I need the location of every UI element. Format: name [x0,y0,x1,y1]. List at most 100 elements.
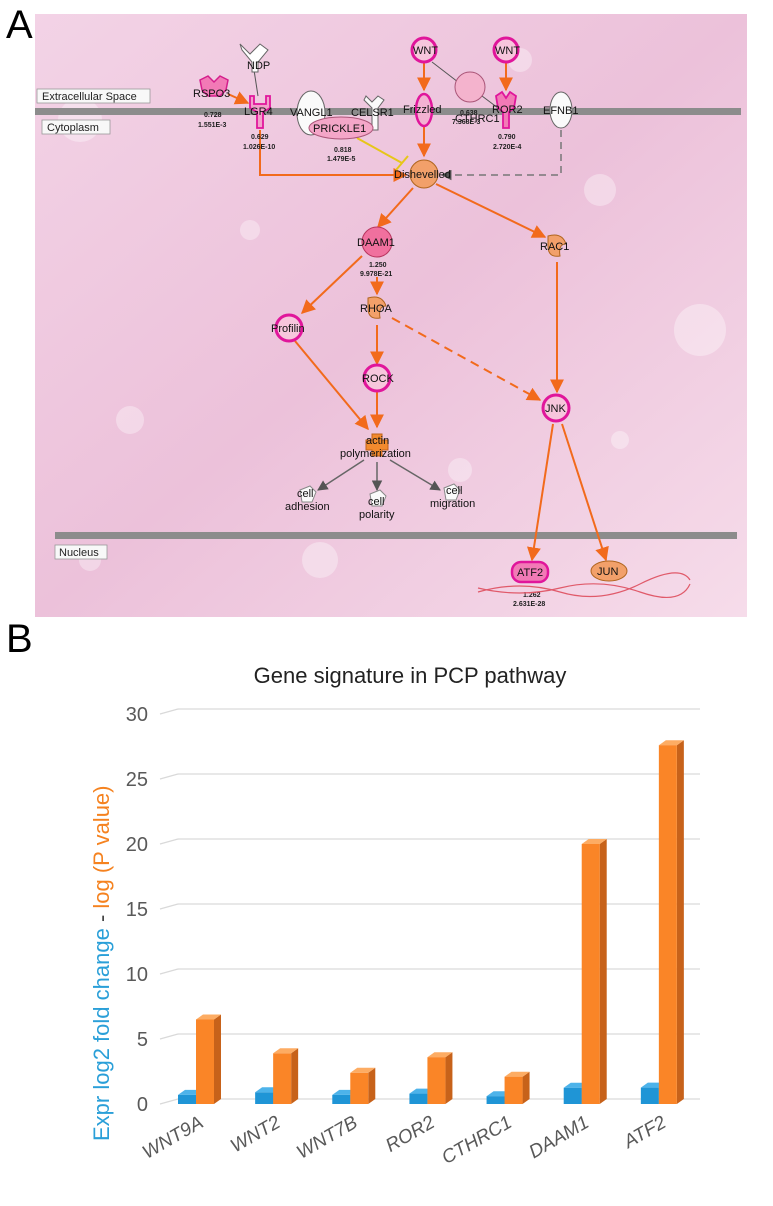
nuclear-membrane [55,532,737,539]
bar-side-1-0 [214,1014,221,1104]
node-dishevelled: Dishevelled [394,159,451,189]
cthrc1-fold-change: 0.638 [460,110,478,117]
rac1-shape [547,234,567,257]
x-tick-label-6: ATF2 [620,1112,671,1153]
dishevelled-label: Dishevelled [394,169,451,181]
gridline-depth-4 [159,838,179,845]
bar-1-0 [196,1019,214,1104]
rac1-label: RAC1 [540,241,569,253]
edge-jnk-atf2 [527,423,554,562]
edge-lgr4-dishevelled [259,130,408,182]
extracellular-label-box [36,88,151,104]
gridline-depth-3 [159,903,179,910]
edge-daam1-profilin [300,255,363,314]
y-tick-label-4: 20 [126,834,148,856]
bar-top-1-2 [350,1067,376,1073]
bar-0-0 [178,1094,196,1104]
daam1-shape [361,226,393,258]
bar-0-3 [409,1093,428,1104]
daam1-pvalue: 9.978E-21 [360,271,392,278]
node-cell-adhesion: cell adhesion [285,485,330,513]
bar-1-2 [350,1072,369,1104]
node-rac1: RAC1 [540,234,569,257]
atf2-label: ATF2 [517,567,543,579]
bar-0-2 [332,1094,351,1104]
edge-efnb1-dishevelled [440,130,562,181]
nucleus-label: Nucleus [59,547,99,559]
x-tick-label-2: WNT7B [293,1112,361,1164]
edge-rhoa-jnk [391,317,542,401]
x-tick-label-1: WNT2 [227,1112,284,1157]
cthrc1-shape [454,71,486,103]
daam1-label: DAAM1 [357,237,395,249]
edge-actin-migration [389,459,441,491]
edge-wnt-cthrc1 [431,61,459,83]
ror2-fold-change: 0.790 [498,134,516,141]
edge-prickle1-dishevelled [356,137,403,164]
node-efnb1: EFNB1 [543,91,578,129]
cytoplasm-label: Cytoplasm [47,122,99,134]
prickle1-label: PRICKLE1 [313,123,366,135]
extracellular-label: Extracellular Space [42,91,137,103]
bar-top-1-0 [196,1014,221,1020]
bar-1-6 [658,745,677,1104]
node-prickle1: PRICKLE1 0.818 1.479E-5 [308,116,374,163]
rspo3-pvalue: 1.551E-3 [198,122,227,129]
bar-top-1-3 [427,1052,453,1058]
atf2-fold-change: 1.262 [523,592,541,599]
node-lgr4: LGR4 0.629 1.026E-10 [243,95,275,151]
gridline-depth-1 [159,1033,179,1040]
bar-top-1-5 [581,839,607,844]
bar-0-1 [255,1092,274,1104]
migration-label-1: cell [446,485,463,497]
jnk-label: JNK [545,403,566,415]
bar-0-6 [640,1087,659,1104]
node-rhoa: RHOA [360,296,392,319]
node-actin-polymerization: actin polymerization [340,433,411,460]
edge-prickle1-inhibit-bar [395,155,409,171]
bar-side-1-6 [676,740,684,1104]
bar-side-1-5 [599,839,607,1104]
node-rspo3: RSPO3 0.728 1.551E-3 [193,75,230,129]
adhesion-label-2: adhesion [285,501,330,513]
rspo3-shape [199,75,229,97]
rhoa-shape [367,296,387,319]
y-tick-label-5: 25 [126,769,148,791]
node-ndp: NDP [239,43,270,73]
lgr4-label: LGR4 [244,106,273,118]
dishevelled-shape [409,159,439,189]
rhoa-label: RHOA [360,303,392,315]
rspo3-fold-change: 0.728 [204,112,222,119]
rock-shape [362,363,392,393]
node-profilin: Profilin [271,313,305,343]
gridline-depth-2 [159,968,179,975]
node-cthrc1: CTHRC1 0.638 7.368E-3 [452,71,500,126]
plasma-membrane [35,108,741,115]
adhesion-label-1: cell [297,488,314,500]
bar-top-1-1 [273,1048,299,1054]
bar-side-1-4 [522,1071,530,1104]
node-ror2: ROR2 0.790 2.720E-4 [492,90,523,151]
jun-shape [590,560,628,582]
bar-top-1-6 [658,740,684,746]
y-tick-label-2: 10 [126,964,148,986]
jnk-shape [541,393,571,423]
panel-b-letter: B [6,617,33,661]
frizzled-label: Frizzled [403,104,442,116]
edge-profilin-actin [294,340,369,431]
edge-dishevelled-rac1 [435,183,547,238]
node-celsr1: CELSR1 [351,95,394,131]
y-tick-label-0: 0 [137,1094,148,1116]
node-frizzled: Frizzled [403,92,442,128]
bar-1-3 [427,1057,446,1104]
ror2-shape [495,90,517,129]
wnt-b-label: WNT [495,45,520,57]
node-cell-polarity: cell polarity [359,489,395,521]
pathway-diagram: Extracellular Space Cytoplasm Nucleus [35,14,747,617]
wnt-a-label: WNT [413,45,438,57]
lgr4-fold-change: 0.629 [251,134,269,141]
bar-1-5 [581,844,600,1104]
bar-0-4 [486,1096,505,1104]
node-wnt-a: WNT [410,36,438,64]
